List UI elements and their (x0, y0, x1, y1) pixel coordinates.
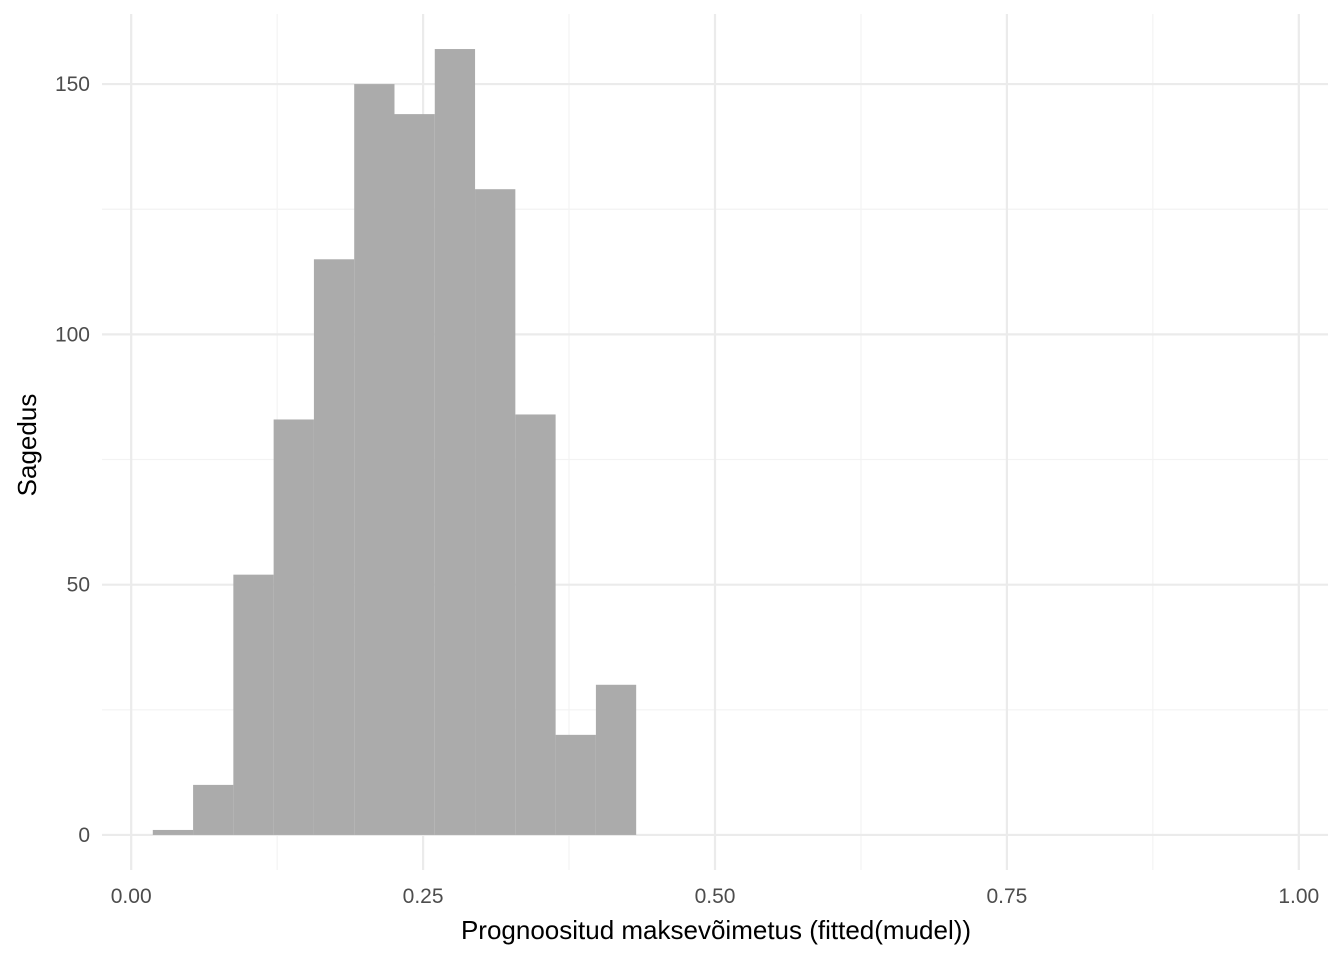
histogram-bar (555, 734, 596, 835)
x-tick-label: 0.00 (111, 885, 152, 908)
x-tick-labels: 0.00 0.25 0.50 0.75 1.00 (111, 885, 1319, 908)
y-tick-label: 100 (55, 323, 90, 346)
histogram-bar (515, 414, 556, 835)
x-axis-title: Prognoositud maksevõimetus (fitted(mudel… (461, 915, 971, 945)
histogram-bar (152, 829, 194, 835)
x-tick-label: 0.75 (986, 885, 1027, 908)
histogram-bar (595, 684, 637, 835)
histogram-bar (313, 259, 355, 835)
y-tick-label: 0 (78, 824, 90, 847)
x-tick-label: 0.25 (403, 885, 444, 908)
y-axis-title: Sagedus (12, 394, 42, 497)
x-tick-label: 1.00 (1278, 885, 1319, 908)
y-tick-label: 150 (55, 73, 90, 96)
y-tick-labels: 0 50 100 150 (55, 73, 90, 847)
histogram-bar (193, 784, 234, 835)
histogram-bar (354, 84, 395, 835)
histogram-bar (273, 419, 314, 835)
histogram-bar (475, 189, 516, 835)
histogram-bar (434, 49, 476, 835)
histogram-bar (394, 114, 435, 835)
histogram-bars (152, 49, 637, 835)
y-tick-label: 50 (67, 574, 90, 597)
x-tick-label: 0.50 (695, 885, 736, 908)
histogram-bar (233, 574, 274, 835)
